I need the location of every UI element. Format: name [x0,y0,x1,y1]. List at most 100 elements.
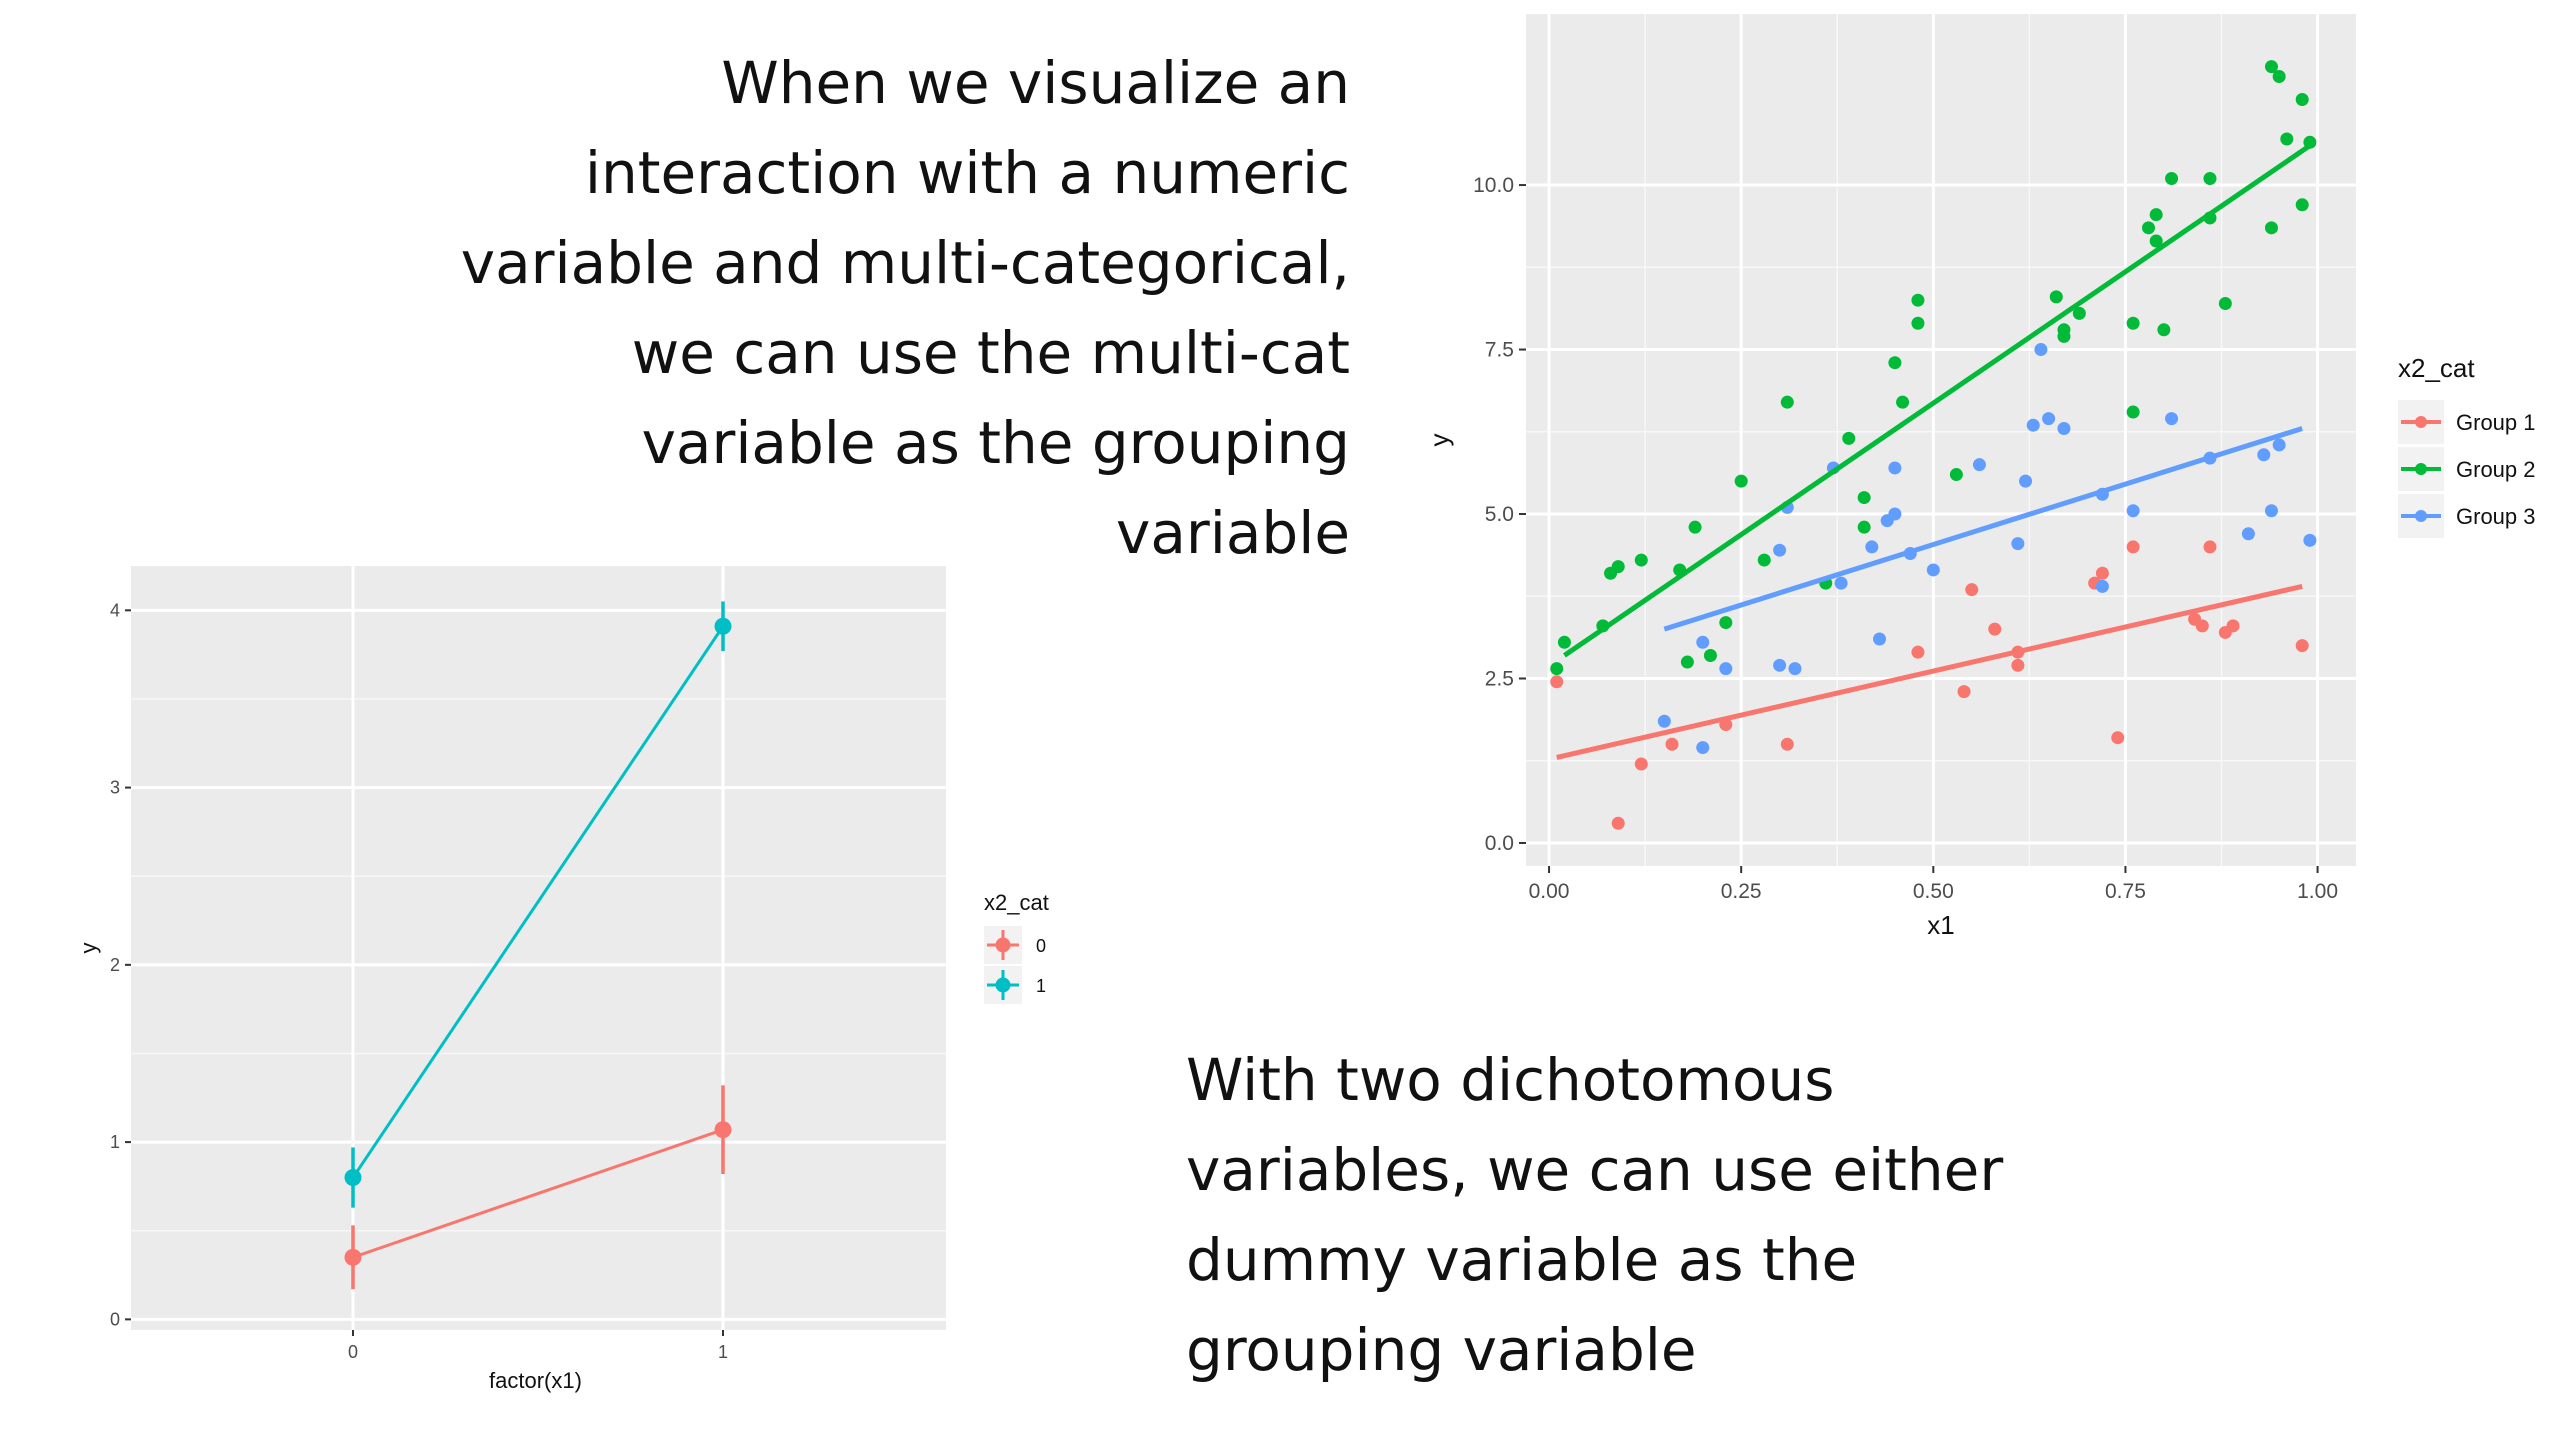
legend-point [2415,416,2427,428]
data-point [2157,323,2171,337]
x-tick-label: 0.25 [1721,880,1762,903]
data-point [1688,520,1702,534]
text-line: interaction with a numeric [584,139,1350,207]
data-point [2011,658,2025,672]
data-point [2126,504,2140,518]
data-point [1911,316,1925,330]
legend-label: Group 2 [2456,457,2536,482]
data-point [2095,566,2109,580]
y-axis-title: y [76,943,101,954]
data-point [1857,491,1871,505]
text-line: variable and multi-categorical, [460,229,1350,297]
data-point [1988,622,2002,636]
y-tick-label: 0 [110,1309,120,1329]
data-point [1550,675,1564,689]
data-point [2303,533,2317,547]
data-point [2095,579,2109,593]
data-point [2295,198,2309,212]
data-point [1873,632,1887,646]
text-line: variables, we can use either [1186,1136,2004,1204]
data-point [1719,662,1733,676]
data-point [1757,553,1771,567]
data-point [2111,731,2125,745]
y-tick-label: 10.0 [1473,174,1514,197]
legend-label: Group 3 [2456,504,2536,529]
x-tick-label: 0 [348,1342,358,1362]
data-point [1911,645,1925,659]
data-point [2026,418,2040,432]
data-point [1634,757,1648,771]
data-point [1611,816,1625,830]
y-tick-label: 1 [110,1132,120,1152]
data-point [2057,421,2071,435]
legend-title: x2_cat [2398,353,2475,383]
data-point [2272,438,2286,452]
data-point [344,1248,362,1266]
text-line: variable as the grouping [641,409,1350,477]
scatter-chart: 0.00 0.25 0.50 0.75 1.00 0.0 2.5 5.0 7.5 10.0 x1 y x… [1424,14,2536,940]
y-axis-title: y [1424,434,1454,447]
legend-title: x2_cat [984,890,1049,915]
data-point [1888,461,1902,475]
slide-text-bottom: With two dichotomous variables, we can u… [1186,1035,2003,1395]
data-point [2034,343,2048,357]
data-point [2011,537,2025,551]
data-point [1734,474,1748,488]
data-point [2042,412,2056,426]
data-point [1949,468,1963,482]
data-point [2126,540,2140,554]
data-point [1842,431,1856,445]
x-tick-label: 0.00 [1529,880,1570,903]
data-point [2019,474,2033,488]
data-point [2195,619,2209,633]
data-point [2226,619,2240,633]
data-point [1896,395,1910,409]
data-point [1773,543,1787,557]
fit-line [1663,426,2303,632]
data-point [2165,412,2179,426]
slide-text-top: When we visualize an interaction with a … [461,38,1350,578]
y-tick-label: 3 [110,778,120,798]
data-point [714,617,732,635]
data-point [2280,132,2294,146]
legend-point [2415,463,2427,475]
plot-panel [131,566,946,1330]
series-line [352,1128,724,1259]
legend-point [995,937,1011,953]
legend-label: 1 [1036,976,1046,996]
data-point [1788,662,1802,676]
data-point [2264,60,2278,74]
data-point [1957,685,1971,699]
x-tick-label: 1 [718,1342,728,1362]
data-point [2272,70,2286,84]
data-point [1665,737,1679,751]
legend-point [2415,510,2427,522]
data-point [1550,662,1564,676]
data-point [1719,616,1733,630]
data-point [2149,234,2163,248]
y-tick-label: 7.5 [1485,339,1514,362]
scatter-plot: 0.00 0.25 0.50 0.75 1.00 0.0 2.5 5.0 7.5 10.0 x1 y x… [1424,14,2536,940]
data-point [2165,171,2179,185]
data-point [2295,639,2309,653]
fit-line [1563,143,2312,658]
text-line: With two dichotomous [1186,1046,1835,1114]
data-point [1865,540,1879,554]
data-point [1780,395,1794,409]
text-line: grouping variable [1186,1316,1697,1384]
x-axis-title: x1 [1927,910,1954,940]
data-point [1657,714,1671,728]
text-line: variable [1116,499,1350,567]
y-tick-label: 2.5 [1485,667,1514,690]
data-point [1703,648,1717,662]
data-point [1680,655,1694,669]
data-point [1888,356,1902,370]
x-tick-label: 0.50 [1913,880,1954,903]
data-point [2149,208,2163,222]
y-tick-label: 0.0 [1485,832,1514,855]
data-point [1888,507,1902,521]
data-point [1834,576,1848,590]
x-axis-title: factor(x1) [489,1368,582,1393]
data-point [2057,329,2071,343]
data-point [1857,520,1871,534]
